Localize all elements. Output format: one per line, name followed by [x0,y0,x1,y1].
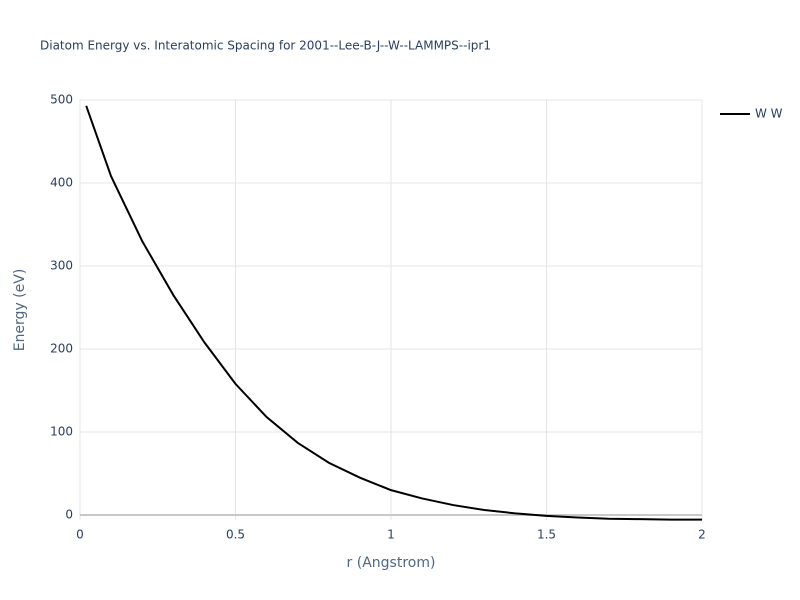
x-tick-label: 0.5 [226,528,245,542]
x-axis-title: r (Angstrom) [347,555,436,571]
x-tick-label: 1.5 [537,528,556,542]
data-line [85,105,702,521]
x-tick-label: 1 [387,528,395,542]
y-tick-label: 300 [50,259,73,273]
legend-label: W W [755,107,783,121]
y-tick-label: 200 [50,342,73,356]
x-tick-label: 0 [76,528,84,542]
y-axis-title: Energy (eV) [12,269,28,352]
x-tick-label: 2 [698,528,706,542]
chart-title: Diatom Energy vs. Interatomic Spacing fo… [40,39,491,53]
y-tick-label: 400 [50,176,73,190]
y-tick-label: 500 [50,93,73,107]
y-tick-label: 100 [50,425,73,439]
y-tick-label: 0 [65,508,73,522]
